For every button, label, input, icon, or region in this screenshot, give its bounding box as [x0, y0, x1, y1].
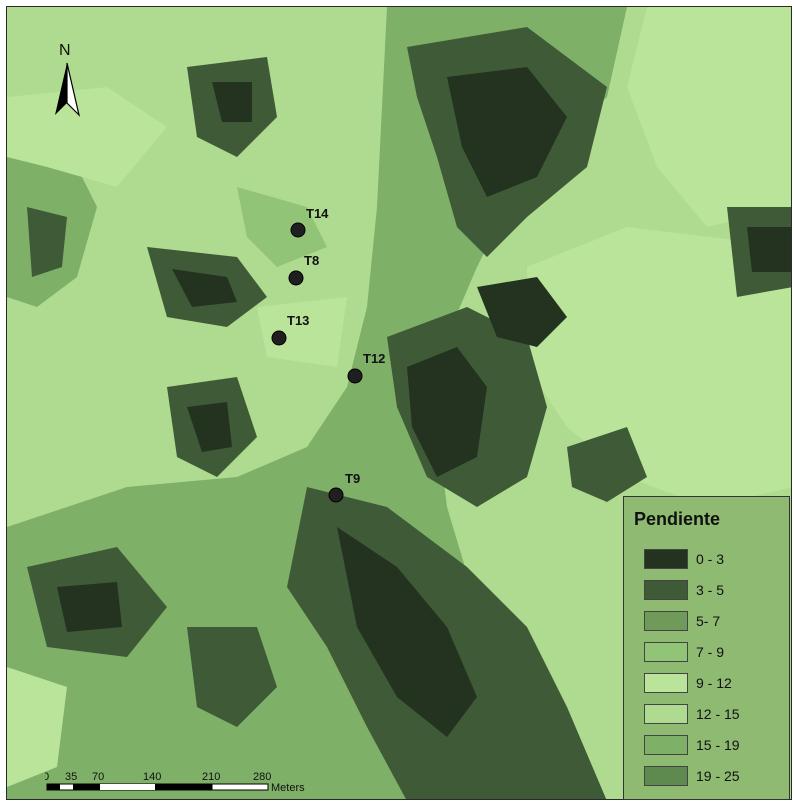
point-marker[interactable]: [348, 369, 362, 383]
legend-label: 0 - 3: [696, 551, 724, 567]
north-arrow: N: [47, 41, 87, 125]
scale-tick-label: 210: [202, 771, 220, 783]
north-arrow-right-icon: [67, 63, 79, 115]
point-marker[interactable]: [329, 488, 343, 502]
scale-tick-label: 0: [45, 771, 49, 783]
legend-swatch: [644, 704, 688, 724]
point-marker[interactable]: [272, 331, 286, 345]
legend-item: 15 - 19: [644, 733, 740, 757]
legend-item: 7 - 9: [644, 640, 724, 664]
legend-swatch: [644, 735, 688, 755]
legend-item: 5- 7: [644, 609, 720, 633]
zone-0-3: [747, 227, 792, 272]
legend-label: 12 - 15: [696, 706, 740, 722]
scale-tick-label: 140: [143, 771, 161, 783]
legend-label: 5- 7: [696, 613, 720, 629]
scale-seg: [47, 784, 60, 790]
legend-label: 19 - 25: [696, 768, 740, 784]
point-label: T9: [345, 471, 360, 486]
scale-tick-label: 280: [253, 771, 271, 783]
scale-seg: [212, 784, 268, 790]
legend-swatch: [644, 766, 688, 786]
legend: Pendiente 0 - 3 3 - 5 5- 7 7 - 9 9 - 12 …: [623, 496, 790, 800]
legend-label: 9 - 12: [696, 675, 732, 691]
legend-swatch: [644, 611, 688, 631]
point-label: T8: [304, 253, 319, 268]
scale-seg: [155, 784, 212, 790]
legend-label: 15 - 19: [696, 737, 740, 753]
scale-bar: 0 35 70 140 210 280 Meters: [45, 770, 335, 800]
legend-label: 3 - 5: [696, 582, 724, 598]
point-marker[interactable]: [289, 271, 303, 285]
scale-tick-label: 35: [65, 771, 77, 783]
zone-0-3: [57, 582, 122, 632]
legend-swatch: [644, 549, 688, 569]
scale-tick-label: 70: [92, 771, 104, 783]
north-arrow-left-icon: [55, 63, 67, 115]
legend-swatch: [644, 642, 688, 662]
legend-title: Pendiente: [634, 509, 720, 530]
north-letter: N: [59, 42, 71, 59]
point-label: T13: [287, 313, 309, 328]
legend-item: 0 - 3: [644, 547, 724, 571]
legend-item: 3 - 5: [644, 578, 724, 602]
point-label: T12: [363, 351, 385, 366]
zone-3-5: [27, 207, 67, 277]
legend-swatch: [644, 673, 688, 693]
legend-label: 7 - 9: [696, 644, 724, 660]
legend-swatch: [644, 580, 688, 600]
scale-unit: Meters: [271, 782, 305, 794]
legend-item: 19 - 25: [644, 764, 740, 788]
point-marker[interactable]: [291, 223, 305, 237]
scale-seg: [100, 784, 155, 790]
legend-item: 9 - 12: [644, 671, 732, 695]
zone-9-12: [257, 297, 347, 367]
point-label: T14: [306, 206, 329, 221]
scale-seg: [73, 784, 100, 790]
legend-item: 12 - 15: [644, 702, 740, 726]
